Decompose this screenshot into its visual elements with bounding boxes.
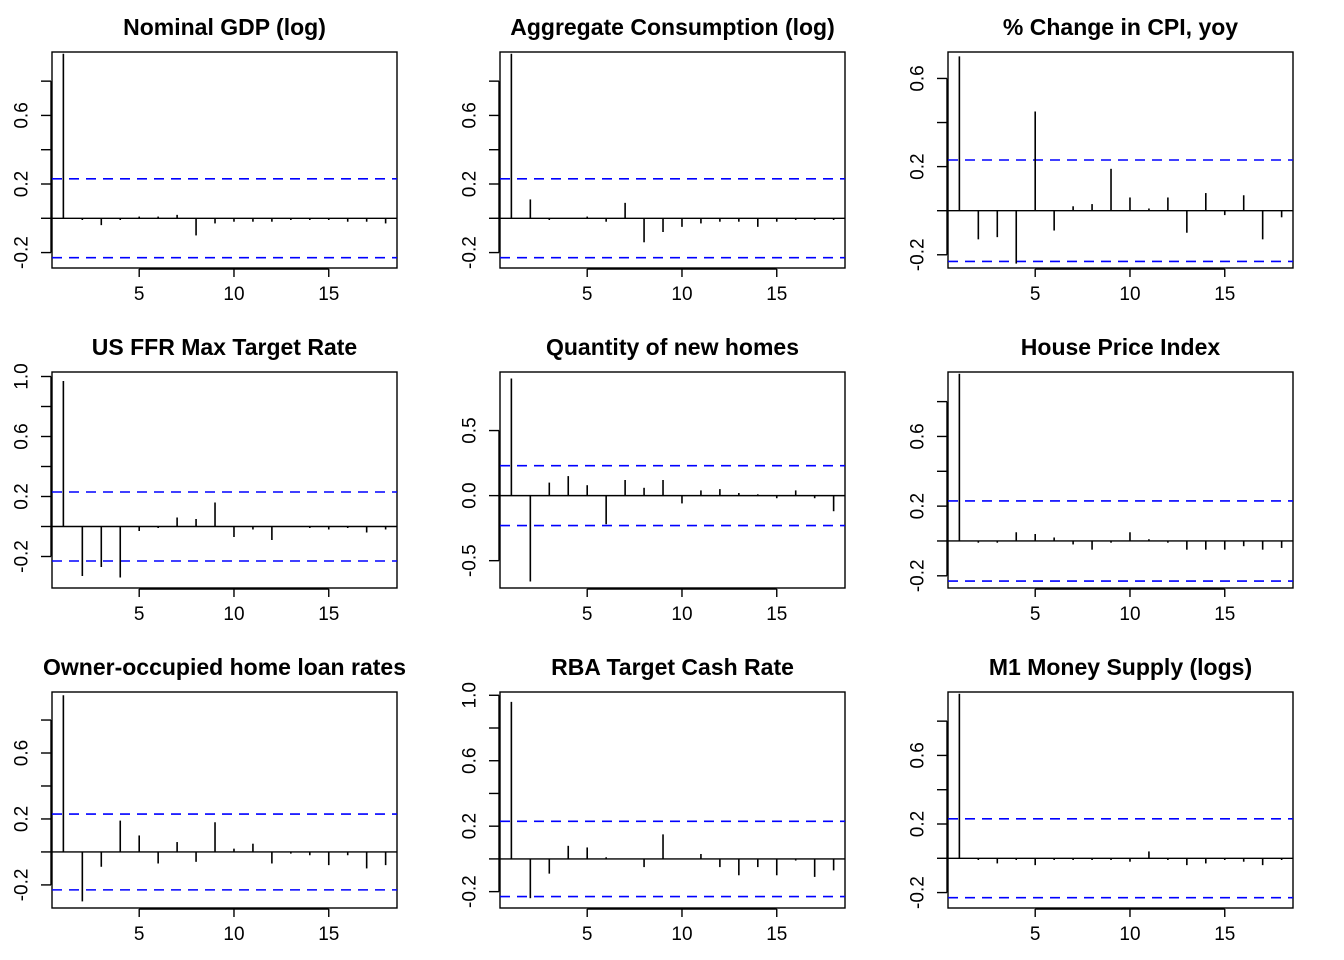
panel-title: Quantity of new homes — [546, 334, 799, 360]
y-tick-label: 0.2 — [12, 171, 33, 197]
x-tick-label: 5 — [582, 924, 593, 945]
x-tick-label: 10 — [223, 924, 244, 945]
panel-title: Nominal GDP (log) — [123, 14, 326, 40]
x-tick-label: 10 — [223, 284, 244, 305]
acf-panel-4: US FFR Max Target Rate 5 10 15 -0.2 0.2 0.6 1.0 — [12, 334, 398, 625]
y-tick-label: 1.0 — [460, 682, 481, 708]
acf-panel-6: House Price Index 5 10 15 -0.2 0.2 0.6 — [908, 334, 1294, 625]
x-tick-label: 15 — [766, 284, 787, 305]
y-tick-label: -0.2 — [908, 876, 929, 909]
x-tick-label: 15 — [318, 924, 339, 945]
y-tick-label: 0.6 — [12, 102, 33, 128]
y-tick-label: 0.6 — [908, 423, 929, 449]
x-tick-label: 10 — [671, 604, 692, 625]
plot-frame — [51, 691, 398, 909]
plot-frame — [51, 51, 398, 269]
acf-panel-2: Aggregate Consumption (log) 5 10 15 -0.2 0.2 0… — [460, 14, 846, 305]
y-tick-label: 0.0 — [460, 482, 481, 508]
y-tick-label: 0.2 — [908, 153, 929, 179]
x-tick-label: 5 — [1030, 604, 1041, 625]
x-tick-label: 10 — [1119, 604, 1140, 625]
panel-title: RBA Target Cash Rate — [551, 654, 794, 680]
y-tick-label: -0.2 — [12, 869, 33, 902]
panel-title: US FFR Max Target Rate — [92, 334, 357, 360]
x-tick-label: 15 — [1214, 924, 1235, 945]
panel-title: Owner-occupied home loan rates — [43, 654, 406, 680]
y-tick-label: -0.2 — [908, 238, 929, 271]
panel-title: M1 Money Supply (logs) — [989, 654, 1252, 680]
x-tick-label: 5 — [582, 604, 593, 625]
y-tick-label: -0.2 — [12, 236, 33, 269]
y-tick-label: 0.6 — [908, 742, 929, 768]
plot-frame — [947, 371, 1294, 589]
y-tick-label: 0.2 — [12, 483, 33, 509]
y-tick-label: -0.2 — [12, 540, 33, 573]
x-tick-label: 10 — [1119, 284, 1140, 305]
plot-frame — [947, 691, 1294, 909]
y-tick-label: 0.6 — [908, 65, 929, 91]
x-tick-label: 15 — [318, 604, 339, 625]
x-tick-label: 10 — [223, 604, 244, 625]
acf-panel-1: Nominal GDP (log) 5 10 15 -0.2 0.2 0.6 — [12, 14, 398, 305]
x-tick-label: 10 — [671, 924, 692, 945]
x-tick-label: 15 — [318, 284, 339, 305]
y-tick-label: 0.6 — [460, 748, 481, 774]
x-tick-label: 5 — [134, 924, 145, 945]
x-tick-label: 5 — [1030, 284, 1041, 305]
x-tick-label: 10 — [671, 284, 692, 305]
x-tick-label: 15 — [766, 604, 787, 625]
y-tick-label: -0.2 — [460, 236, 481, 269]
y-tick-label: 0.5 — [460, 417, 481, 443]
acf-panel-8: RBA Target Cash Rate 5 10 15 -0.2 0.2 0.6 1.0 — [460, 654, 846, 945]
y-tick-label: 0.2 — [460, 171, 481, 197]
acf-panel-5: Quantity of new homes 5 10 15 -0.5 0.0 0.5 — [460, 334, 846, 625]
acf-panel-3: % Change in CPI, yoy 5 10 15 -0.2 0.2 0.6 — [908, 14, 1294, 305]
x-tick-label: 15 — [1214, 604, 1235, 625]
plot-frame — [51, 371, 398, 589]
x-tick-label: 5 — [582, 284, 593, 305]
x-tick-label: 10 — [1119, 924, 1140, 945]
acf-panel-9: M1 Money Supply (logs) 5 10 15 -0.2 0.2 0.6 — [908, 654, 1294, 945]
y-tick-label: 0.2 — [908, 811, 929, 837]
y-tick-label: -0.5 — [460, 544, 481, 577]
y-tick-label: -0.2 — [460, 875, 481, 908]
y-tick-label: -0.2 — [908, 559, 929, 592]
y-tick-label: 0.6 — [12, 423, 33, 449]
plot-frame — [499, 371, 846, 589]
panel-title: Aggregate Consumption (log) — [510, 14, 835, 40]
acf-panel-7: Owner-occupied home loan rates 5 10 15 -0.2 0… — [12, 654, 406, 945]
y-tick-label: 0.2 — [12, 806, 33, 832]
panel-title: % Change in CPI, yoy — [1003, 14, 1238, 40]
y-tick-label: 0.2 — [908, 493, 929, 519]
plot-frame — [499, 51, 846, 269]
y-tick-label: 1.0 — [12, 363, 33, 389]
x-tick-label: 15 — [766, 924, 787, 945]
panel-title: House Price Index — [1021, 334, 1221, 360]
y-tick-label: 0.2 — [460, 813, 481, 839]
x-tick-label: 5 — [1030, 924, 1041, 945]
y-tick-label: 0.6 — [12, 740, 33, 766]
x-tick-label: 15 — [1214, 284, 1235, 305]
y-tick-label: 0.6 — [460, 102, 481, 128]
x-tick-label: 5 — [134, 284, 145, 305]
x-tick-label: 5 — [134, 604, 145, 625]
plot-frame — [499, 691, 846, 909]
